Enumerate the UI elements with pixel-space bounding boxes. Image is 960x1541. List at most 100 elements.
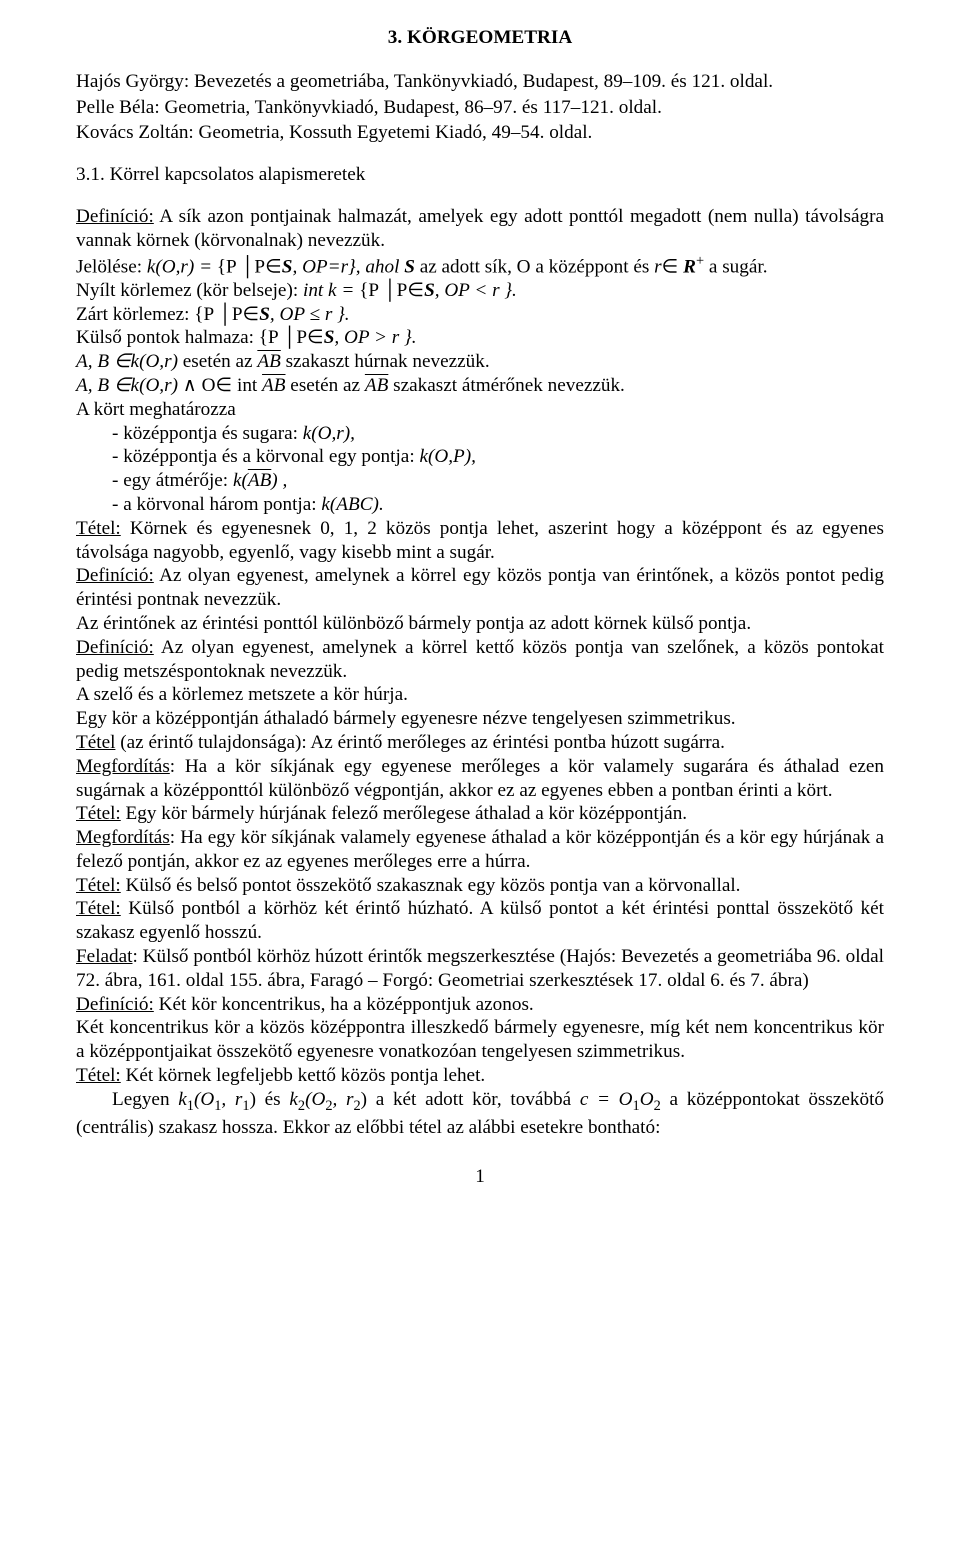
overline-AB: AB [257, 351, 280, 372]
paragraph: Zárt körlemez: {P │P∈S, OP ≤ r }. [76, 303, 884, 327]
math: k( [233, 470, 248, 491]
bold-S: S [324, 327, 335, 348]
paragraph: Definíció: Az olyan egyenest, amelynek a… [76, 636, 884, 684]
text: Külső pontból a körhöz két érintő húzhat… [76, 898, 884, 943]
list-item: középpontja és sugara: k(O,r), [112, 422, 884, 446]
math: c = O [580, 1089, 633, 1110]
feladat-label: Feladat [76, 946, 132, 967]
paragraph: Tétel: Külső és belső pontot összekötő s… [76, 874, 884, 898]
text: (az érintő tulajdonsága): Az érintő merő… [115, 732, 725, 753]
text: Jelölése: [76, 256, 147, 277]
text: Körnek és egyenesnek 0, 1, 2 közös pontj… [76, 518, 884, 563]
ref-line: Kovács Zoltán: Geometria, Kossuth Egyete… [76, 121, 884, 145]
paragraph: Két koncentrikus kör a közös középpontra… [76, 1016, 884, 1064]
text: Nyílt körlemez (kör belseje): [76, 280, 303, 301]
paragraph: Definíció: Két kör koncentrikus, ha a kö… [76, 993, 884, 1017]
math: A, B ∈ [76, 375, 131, 396]
bold-S: S [282, 256, 293, 277]
tetel-label: Tétel: [76, 1065, 121, 1086]
text: a sugár. [704, 256, 767, 277]
paragraph: Tétel: Két körnek legfeljebb kettő közös… [76, 1064, 884, 1088]
sub: 1 [242, 1098, 249, 1114]
math: (O [194, 1089, 214, 1110]
page-title: 3. KÖRGEOMETRIA [76, 26, 884, 50]
def-label: Definíció: [76, 637, 154, 658]
paragraph: Az érintőnek az érintési ponttól különbö… [76, 612, 884, 636]
math: , OP < r }. [435, 280, 517, 301]
section-heading: 3.1. Körrel kapcsolatos alapismeretek [76, 163, 884, 187]
text: a körvonal három pontja: [123, 494, 321, 515]
paragraph: Megfordítás: Ha a kör síkjának egy egyen… [76, 755, 884, 803]
bold-S: S [424, 280, 435, 301]
paragraph: Megfordítás: Ha egy kör síkjának valamel… [76, 826, 884, 874]
ref-line: Pelle Béla: Geometria, Tankönyvkiadó, Bu… [76, 96, 884, 120]
text: Két kör koncentrikus, ha a középpontjuk … [154, 994, 534, 1015]
list-item: egy átmérője: k(AB) , [112, 469, 884, 493]
text: A sík azon pontjainak halmazát, amelyek … [76, 206, 884, 251]
text: Külső pontok halmaza: [76, 327, 259, 348]
text: Külső és belső pontot összekötő szakaszn… [121, 875, 741, 896]
body-content: Definíció: A sík azon pontjainak halmazá… [76, 205, 884, 1139]
overline-AB: AB [248, 470, 271, 491]
text: középpontja és sugara: [123, 423, 303, 444]
overline-AB: AB [365, 375, 388, 396]
paragraph: Egy kör a középpontján áthaladó bármely … [76, 707, 884, 731]
list-item: a körvonal három pontja: k(ABC). [112, 493, 884, 517]
paragraph: Feladat: Külső pontból körhöz húzott éri… [76, 945, 884, 993]
paragraph: Definíció: Az olyan egyenest, amelynek a… [76, 564, 884, 612]
paragraph: Tétel (az érintő tulajdonsága): Az érint… [76, 731, 884, 755]
math: k(ABC). [321, 494, 383, 515]
text: Legyen [112, 1089, 178, 1110]
text: egy átmérője: [123, 470, 233, 491]
overline-AB: AB [262, 375, 285, 396]
text: int [237, 375, 262, 396]
math: k [178, 1089, 187, 1110]
math: k(O,P), [419, 446, 475, 467]
text: Az olyan egyenest, amelynek a körrel egy… [76, 565, 884, 610]
text: Zárt körlemez: [76, 304, 194, 325]
sub: 2 [353, 1098, 360, 1114]
ref-line: Hajós György: Bevezetés a geometriába, T… [76, 70, 884, 94]
math: , OP > r }. [334, 327, 416, 348]
tetel-label: Tétel [76, 732, 115, 753]
math: k(O,r), [303, 423, 355, 444]
sub: 2 [654, 1098, 661, 1114]
math: ) , [271, 470, 287, 491]
bold-R: R [683, 256, 696, 277]
page-number: 1 [76, 1165, 884, 1189]
determines-list: középpontja és sugara: k(O,r), középpont… [112, 422, 884, 517]
text: {P │P∈ [359, 280, 424, 301]
megforditas-label: Megfordítás [76, 827, 170, 848]
sup: + [696, 253, 704, 269]
math: O [640, 1089, 654, 1110]
text: : Ha a kör síkjának egy egyenese merőleg… [76, 756, 884, 801]
paragraph: Definíció: A sík azon pontjainak halmazá… [76, 205, 884, 253]
math: , r [221, 1089, 242, 1110]
math: k(O,r) [131, 351, 178, 372]
text: {P │P∈ [194, 304, 259, 325]
text: ∈ [662, 256, 684, 277]
text: esetén az [286, 375, 365, 396]
def-label: Definíció: [76, 565, 154, 586]
text: esetén az [178, 351, 257, 372]
math: , OP=r}, ahol [292, 256, 404, 277]
tetel-label: Tétel: [76, 875, 121, 896]
text: ∧ O∈ [183, 375, 237, 396]
math: r [654, 256, 661, 277]
text: {P │P∈ [259, 327, 324, 348]
bold-S: S [404, 256, 415, 277]
text: ) a két adott kör, továbbá [361, 1089, 580, 1110]
text: Az olyan egyenest, amelynek a körrel ket… [76, 637, 884, 682]
text: szakaszt húrnak nevezzük. [281, 351, 490, 372]
paragraph: Tétel: Külső pontból a körhöz két érintő… [76, 897, 884, 945]
text: : Ha egy kör síkjának valamely egyenese … [76, 827, 884, 872]
paragraph: Külső pontok halmaza: {P │P∈S, OP > r }. [76, 326, 884, 350]
sub: 2 [325, 1098, 332, 1114]
math: k(O,r) [131, 375, 183, 396]
paragraph: A kört meghatározza [76, 398, 884, 422]
tetel-label: Tétel: [76, 803, 121, 824]
text: : Külső pontból körhöz húzott érintők me… [76, 946, 884, 991]
text: szakaszt átmérőnek nevezzük. [388, 375, 625, 396]
paragraph: Nyílt körlemez (kör belseje): int k = {P… [76, 279, 884, 303]
text: az adott sík, O a középpont és [415, 256, 654, 277]
